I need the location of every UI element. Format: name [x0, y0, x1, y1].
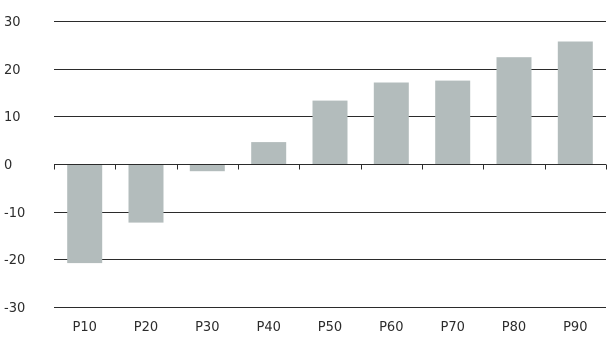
x-tick-label: P40 [257, 320, 281, 335]
bar-p20 [128, 164, 164, 223]
x-tick-label: P10 [73, 320, 97, 335]
y-tick-label: 30 [4, 15, 21, 30]
bar-p40 [251, 142, 287, 164]
bar-p70 [435, 80, 471, 164]
x-axis-ticks: P10 P20 P30 P40 P50 P60 P70 P80 P90 [73, 320, 588, 335]
y-axis-ticks: 30 20 10 0 -10 -20 -30 [4, 15, 25, 316]
x-axis [54, 164, 607, 170]
x-tick-label: P90 [563, 320, 587, 335]
y-tick-label: 20 [4, 63, 21, 78]
x-tick-label: P20 [134, 320, 158, 335]
bars [67, 41, 593, 264]
y-tick-label: -30 [4, 301, 25, 316]
bar-p10 [67, 164, 103, 264]
bar-p30 [189, 164, 225, 172]
bar-p90 [557, 41, 593, 164]
bar-p80 [496, 57, 532, 165]
x-tick-label: P70 [441, 320, 465, 335]
bar-p50 [312, 100, 348, 164]
x-tick-label: P80 [502, 320, 526, 335]
y-tick-label: 0 [4, 158, 12, 173]
bar-p60 [373, 82, 409, 164]
y-tick-label: -10 [4, 206, 25, 221]
x-tick-label: P30 [195, 320, 219, 335]
x-tick-label: P60 [379, 320, 403, 335]
y-tick-label: 10 [4, 110, 21, 125]
x-tick-label: P50 [318, 320, 342, 335]
y-tick-label: -20 [4, 253, 25, 268]
